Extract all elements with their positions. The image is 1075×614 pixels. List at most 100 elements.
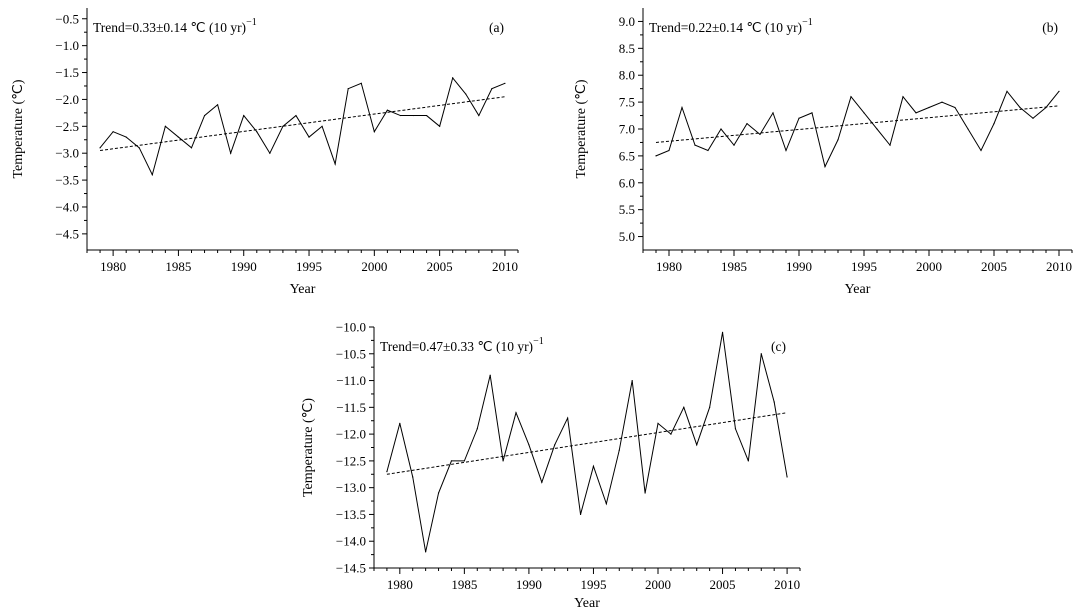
data-point (243, 114, 245, 117)
x-tick-label: 1985 (451, 577, 477, 592)
data-point (655, 155, 657, 157)
data-point (347, 88, 349, 90)
data-point (478, 114, 480, 117)
data-point (412, 114, 415, 117)
data-point (902, 96, 904, 98)
data-point (670, 433, 672, 435)
y-tick-label: −12.0 (336, 427, 366, 442)
trend-annotation: Trend=0.22±0.14 ℃ (10 yr)−1 (649, 17, 813, 35)
data-point (889, 144, 891, 146)
data-point (99, 147, 101, 149)
data-point (773, 401, 775, 403)
data-point (489, 374, 491, 376)
data-point (954, 106, 956, 109)
y-tick-label: −11.5 (336, 400, 366, 415)
data-point (824, 166, 826, 168)
data-point (1058, 90, 1060, 92)
y-tick-label: −4.5 (55, 226, 79, 241)
x-tick-label: 1995 (851, 259, 877, 274)
y-tick-label: 5.0 (619, 229, 635, 244)
y-tick-label: −2.0 (55, 92, 79, 107)
x-tick-label: 1990 (231, 259, 257, 274)
x-tick-label: 1995 (580, 577, 606, 592)
x-tick-label: 2005 (427, 259, 453, 274)
data-point (915, 112, 917, 114)
data-point (463, 460, 465, 462)
data-point (734, 428, 737, 430)
x-tick-label: 1995 (296, 259, 322, 274)
x-tick-label: 2000 (916, 259, 942, 274)
data-point (798, 117, 800, 119)
x-tick-label: 2010 (774, 577, 800, 592)
x-axis-title: Year (845, 282, 871, 297)
y-tick-label: −14.5 (336, 561, 366, 576)
data-point (465, 93, 467, 95)
y-tick-label: 8.5 (619, 41, 635, 56)
data-point (138, 147, 140, 149)
y-tick-label: −3.5 (55, 173, 79, 188)
x-tick-label: 1990 (786, 259, 812, 274)
x-tick-label: 1985 (165, 259, 191, 274)
data-point (707, 149, 709, 152)
data-point (476, 428, 478, 430)
data-point (515, 412, 517, 414)
x-tick-label: 1990 (516, 577, 542, 592)
trend-annotation-text: Trend=0.22±0.14 ℃ (10 yr) (649, 20, 802, 35)
data-point (592, 465, 595, 467)
data-point (811, 112, 813, 114)
data-point (928, 106, 930, 109)
data-point (709, 406, 711, 408)
data-point (425, 114, 428, 117)
y-tick-label: −3.0 (55, 146, 79, 161)
x-tick-label: 2010 (1046, 259, 1072, 274)
data-point (579, 513, 582, 516)
trend-annotation-superscript: −1 (802, 17, 813, 28)
data-point (980, 149, 982, 152)
y-tick-label: 7.5 (619, 95, 635, 110)
data-point (863, 112, 865, 114)
data-point (759, 133, 761, 135)
data-point (203, 114, 206, 117)
data-point (657, 422, 659, 424)
trend-line (655, 105, 1060, 143)
y-axis-title: Temperature (℃) (11, 79, 26, 178)
panel-label: (a) (489, 20, 504, 35)
data-point (437, 492, 440, 494)
data-point (399, 422, 401, 424)
y-tick-label: 6.0 (619, 175, 635, 190)
data-point (541, 481, 543, 483)
data-point (720, 128, 722, 130)
panel-label: (b) (1042, 20, 1058, 35)
x-tick-label: 1985 (721, 259, 747, 274)
data-point (694, 144, 696, 146)
data-point (850, 96, 852, 98)
data-point (177, 136, 180, 138)
y-tick-label: −14.0 (336, 534, 366, 549)
data-point (386, 109, 388, 111)
y-axis-title: Temperature (℃) (301, 398, 316, 497)
data-point (164, 125, 166, 127)
data-point (190, 147, 193, 149)
y-tick-label: −13.5 (336, 507, 366, 522)
data-point (491, 88, 493, 90)
trend-annotation-superscript: −1 (246, 17, 257, 28)
data-point (772, 112, 774, 114)
data-point (450, 460, 453, 462)
data-point (1019, 106, 1021, 109)
data-point (217, 104, 219, 106)
data-point (334, 163, 336, 165)
data-point (528, 444, 530, 446)
chart-panel-c: 1980 1985 1990 1995 2000 2005 2010 −14.5 −14.0 −1… (301, 320, 801, 611)
data-point (618, 449, 620, 451)
data-point (554, 444, 556, 446)
data-point (760, 353, 762, 355)
data-point (452, 77, 454, 79)
data-point (696, 444, 698, 446)
data-point (941, 101, 943, 103)
data-point (321, 125, 323, 127)
data-point (605, 503, 607, 505)
x-tick-label: 1980 (100, 259, 126, 274)
data-point (308, 136, 310, 138)
data-point (668, 149, 670, 152)
